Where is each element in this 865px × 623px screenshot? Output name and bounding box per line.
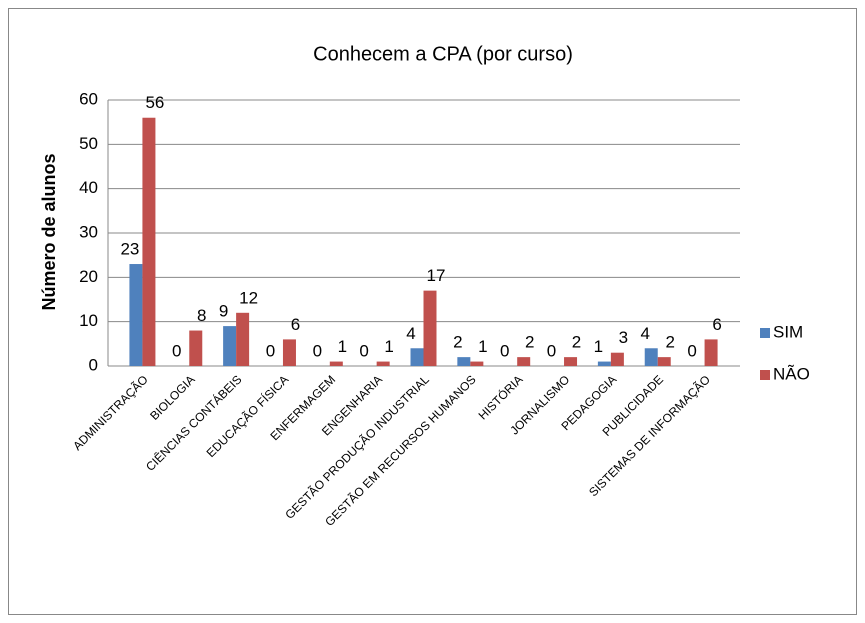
data-label: 2 <box>665 333 674 352</box>
legend-label: SIM <box>773 322 803 341</box>
bar <box>704 339 718 366</box>
data-label: 3 <box>619 328 628 347</box>
bar <box>610 352 624 366</box>
bar <box>657 357 671 366</box>
bar <box>564 357 578 366</box>
data-label: 4 <box>406 324 415 343</box>
legend-swatch <box>760 328 770 338</box>
bar <box>517 357 531 366</box>
data-label: 6 <box>291 315 300 334</box>
bar <box>129 264 143 366</box>
bar <box>376 361 390 366</box>
data-label: 0 <box>313 341 322 360</box>
data-label: 0 <box>266 341 275 360</box>
bar <box>282 339 296 366</box>
bar <box>142 117 156 366</box>
y-tick-label: 40 <box>79 178 98 197</box>
data-label: 4 <box>640 324 649 343</box>
bar <box>457 357 471 366</box>
bar <box>597 361 611 366</box>
bar <box>223 326 237 366</box>
data-label: 23 <box>120 240 139 259</box>
data-label: 56 <box>145 93 164 112</box>
bar <box>423 290 437 366</box>
data-label: 17 <box>427 266 446 285</box>
data-label: 0 <box>359 341 368 360</box>
data-label: 0 <box>172 341 181 360</box>
legend-label: NÃO <box>773 364 810 383</box>
y-tick-label: 50 <box>79 134 98 153</box>
data-label: 8 <box>197 306 206 325</box>
bar <box>189 330 203 366</box>
data-label: 0 <box>547 341 556 360</box>
y-tick-label: 10 <box>79 311 98 330</box>
bar <box>410 348 424 366</box>
data-label: 9 <box>219 302 228 321</box>
y-tick-label: 0 <box>89 355 98 374</box>
y-tick-label: 20 <box>79 267 98 286</box>
data-label: 12 <box>239 288 258 307</box>
data-label: 0 <box>500 341 509 360</box>
y-axis-label: Número de alunos <box>39 153 59 310</box>
data-label: 0 <box>687 341 696 360</box>
chart-title: Conhecem a CPA (por curso) <box>313 43 573 65</box>
data-label: 2 <box>453 333 462 352</box>
y-tick-label: 60 <box>79 89 98 108</box>
data-label: 2 <box>572 333 581 352</box>
bar <box>644 348 658 366</box>
bar <box>470 361 484 366</box>
data-label: 1 <box>594 337 603 356</box>
data-label: 2 <box>525 333 534 352</box>
data-label: 6 <box>712 315 721 334</box>
legend-swatch <box>760 370 770 380</box>
data-label: 1 <box>478 337 487 356</box>
bar <box>329 361 343 366</box>
y-tick-label: 30 <box>79 222 98 241</box>
bar <box>236 312 250 366</box>
data-label: 1 <box>338 337 347 356</box>
data-label: 1 <box>384 337 393 356</box>
